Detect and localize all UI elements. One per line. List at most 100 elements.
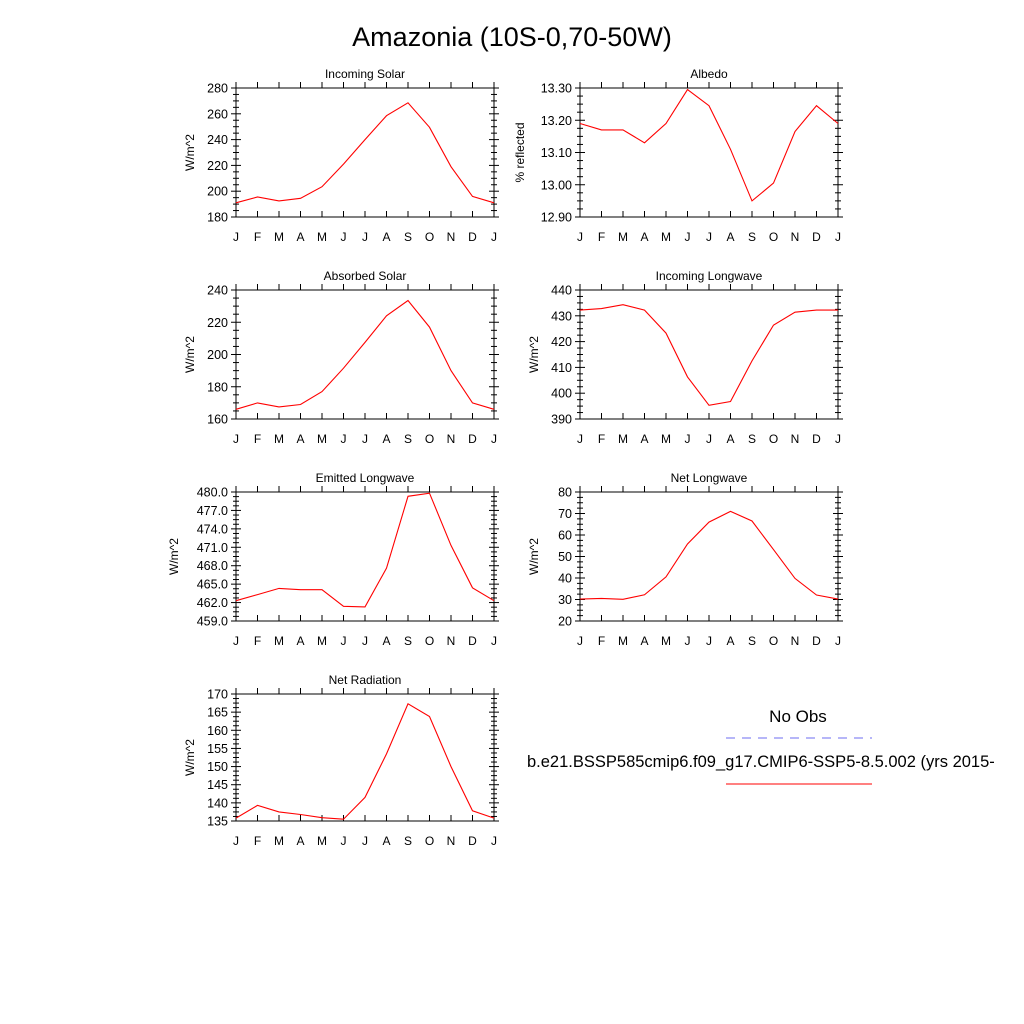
panel-emitted-longwave-ytick-label: 459.0 xyxy=(197,615,228,629)
panel-net-longwave-ytick-label: 30 xyxy=(558,593,572,607)
panel-net-longwave-ytick-label: 60 xyxy=(558,529,572,543)
panel-incoming-solar-title: Incoming Solar xyxy=(325,67,405,81)
panel-albedo-ytick-label: 13.20 xyxy=(541,114,572,128)
panel-albedo-xtick-label: J xyxy=(835,230,841,244)
panel-emitted-longwave-ytick-label: 480.0 xyxy=(197,486,228,500)
panel-incoming-longwave-xtick-label: S xyxy=(748,432,756,446)
panel-emitted-longwave-ytick-label: 468.0 xyxy=(197,559,228,573)
panel-incoming-solar-ytick-label: 200 xyxy=(207,185,228,199)
panel-net-radiation-ytick-label: 160 xyxy=(207,724,228,738)
panel-albedo-xtick-label: J xyxy=(706,230,712,244)
panel-net-longwave-xtick-label: O xyxy=(769,634,778,648)
panel-incoming-longwave-xtick-label: A xyxy=(640,432,648,446)
panel-incoming-solar-frame xyxy=(235,87,495,218)
panel-net-longwave-xtick-label: S xyxy=(748,634,756,648)
panel-net-longwave-series-line xyxy=(579,510,839,600)
panel-absorbed-solar-xtick-label: S xyxy=(404,432,412,446)
panel-net-longwave-xtick-label: J xyxy=(577,634,583,648)
panel-net-radiation-xtick-label: F xyxy=(254,834,261,848)
panel-albedo-xtick-label: F xyxy=(598,230,605,244)
panel-incoming-solar-xtick-label: J xyxy=(341,230,347,244)
panel-emitted-longwave-xtick-label: J xyxy=(362,634,368,648)
panel-net-radiation-xtick-label: S xyxy=(404,834,412,848)
panel-absorbed-solar-ytick-label: 200 xyxy=(207,348,228,362)
panel-emitted-longwave-xtick-label: J xyxy=(491,634,497,648)
panel-albedo-series-line xyxy=(579,88,839,202)
panel-albedo-title: Albedo xyxy=(690,67,728,81)
panel-net-radiation-ylabel: W/m^2 xyxy=(183,739,197,776)
panel-absorbed-solar-ytick-label: 240 xyxy=(207,284,228,298)
panel-incoming-solar-xtick-label: M xyxy=(317,230,327,244)
panel-emitted-longwave-xtick-label: A xyxy=(296,634,304,648)
panel-incoming-longwave-xtick-label: A xyxy=(726,432,734,446)
panel-emitted-longwave-xtick-label: S xyxy=(404,634,412,648)
panel-net-radiation-xtick-label: M xyxy=(274,834,284,848)
panel-albedo-xtick-label: M xyxy=(618,230,628,244)
panel-incoming-longwave-xtick-label: J xyxy=(577,432,583,446)
panel-emitted-longwave-xtick-label: J xyxy=(233,634,239,648)
panel-net-radiation-xtick-label: A xyxy=(296,834,304,848)
panel-absorbed-solar-xtick-label: F xyxy=(254,432,261,446)
panel-incoming-solar-xtick-label: S xyxy=(404,230,412,244)
panel-net-longwave-ytick-label: 40 xyxy=(558,572,572,586)
panel-emitted-longwave-ytick-label: 477.0 xyxy=(197,504,228,518)
panel-net-longwave-frame xyxy=(579,491,839,622)
panel-incoming-longwave-ytick-label: 430 xyxy=(551,309,572,323)
panel-net-longwave-xtick-label: J xyxy=(706,634,712,648)
panel-net-longwave-ytick-label: 70 xyxy=(558,507,572,521)
panel-incoming-longwave-ytick-label: 440 xyxy=(551,284,572,298)
legend: No Obs b.e21.BSSP585cmip6.f09_g17.CMIP6-… xyxy=(527,707,995,785)
panel-net-radiation-xtick-label: D xyxy=(468,834,477,848)
panel-incoming-longwave-ytick-label: 400 xyxy=(551,387,572,401)
panel-net-radiation-ytick-label: 170 xyxy=(207,688,228,702)
panel-net-longwave-ytick-label: 20 xyxy=(558,615,572,629)
panel-albedo-xtick-label: A xyxy=(640,230,648,244)
panel-net-radiation-ytick-label: 165 xyxy=(207,706,228,720)
panel-net-radiation-ytick-label: 140 xyxy=(207,796,228,810)
panel-net-longwave-xtick-label: M xyxy=(618,634,628,648)
panel-net-longwave-ytick-label: 80 xyxy=(558,486,572,500)
panel-albedo-xtick-label: M xyxy=(661,230,671,244)
panel-net-longwave-xtick-label: J xyxy=(685,634,691,648)
panel-net-longwave-xtick-label: M xyxy=(661,634,671,648)
panel-emitted-longwave-xtick-label: M xyxy=(317,634,327,648)
panel-incoming-longwave-ytick-label: 420 xyxy=(551,335,572,349)
panel-incoming-solar-series-line xyxy=(235,102,495,204)
panel-incoming-longwave-frame xyxy=(579,289,839,420)
panel-emitted-longwave-xtick-label: O xyxy=(425,634,434,648)
panel-albedo-ytick-label: 13.30 xyxy=(541,82,572,96)
panel-emitted-longwave-title: Emitted Longwave xyxy=(316,471,415,485)
panel-albedo-xtick-label: D xyxy=(812,230,821,244)
panel-absorbed-solar-xtick-label: J xyxy=(233,432,239,446)
panel-absorbed-solar-xtick-label: O xyxy=(425,432,434,446)
panel-absorbed-solar-series-line xyxy=(235,299,495,410)
panel-net-longwave-xtick-label: N xyxy=(791,634,800,648)
panel-emitted-longwave-ytick-label: 474.0 xyxy=(197,522,228,536)
panel-absorbed-solar-frame xyxy=(235,289,495,420)
panel-incoming-solar-xtick-label: N xyxy=(447,230,456,244)
legend-model-label: b.e21.BSSP585cmip6.f09_g17.CMIP6-SSP5-8.… xyxy=(527,753,995,771)
panel-net-radiation-ytick-label: 150 xyxy=(207,760,228,774)
panel-absorbed-solar-ytick-label: 160 xyxy=(207,413,228,427)
panel-incoming-solar-ytick-label: 280 xyxy=(207,82,228,96)
panel-incoming-longwave-xtick-label: N xyxy=(791,432,800,446)
panel-incoming-solar-xtick-label: J xyxy=(362,230,368,244)
panel-emitted-longwave-xtick-label: D xyxy=(468,634,477,648)
panel-incoming-solar-xtick-label: A xyxy=(296,230,304,244)
panel-emitted-longwave-frame xyxy=(235,491,495,622)
panel-incoming-longwave-xtick-label: M xyxy=(661,432,671,446)
panel-absorbed-solar-xtick-label: M xyxy=(317,432,327,446)
panel-incoming-longwave-title: Incoming Longwave xyxy=(656,269,763,283)
panel-emitted-longwave-xtick-label: M xyxy=(274,634,284,648)
panel-incoming-solar-xtick-label: A xyxy=(382,230,390,244)
panel-net-radiation-ytick-label: 145 xyxy=(207,778,228,792)
panel-incoming-longwave-ytick-label: 390 xyxy=(551,413,572,427)
panel-albedo-ytick-label: 12.90 xyxy=(541,211,572,225)
panel-net-radiation-xtick-label: J xyxy=(362,834,368,848)
panel-incoming-longwave-ylabel: W/m^2 xyxy=(527,336,541,373)
